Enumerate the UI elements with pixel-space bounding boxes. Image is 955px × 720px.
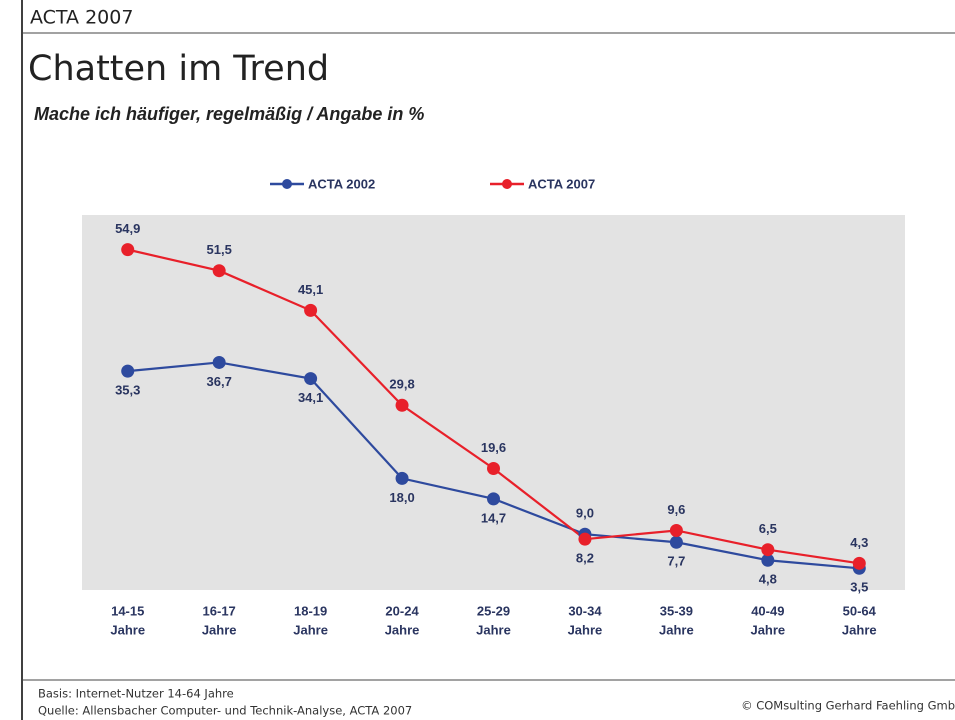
x-tick-label: Jahre: [568, 622, 603, 637]
data-label: 54,9: [115, 221, 140, 236]
y-tick-label: 40,0: [53, 336, 74, 348]
x-tick-label: Jahre: [842, 622, 877, 637]
note: Quelle: Allensbacher Computer- und Techn…: [38, 704, 412, 718]
x-tick-label: 18-19: [294, 603, 327, 618]
data-point: [578, 532, 592, 546]
legend-label: ACTA 2007: [528, 176, 595, 191]
data-point: [852, 556, 866, 570]
data-point: [487, 461, 500, 475]
note: Basis: Internet-Nutzer 14-64 Jahre: [38, 687, 234, 701]
subtitle: Mache ich häufiger, regelmäßig / Angabe …: [34, 104, 424, 124]
data-label: 51,5: [207, 242, 232, 257]
data-label: 34,1: [298, 390, 323, 405]
legend-marker: [502, 179, 512, 189]
y-tick-label: 50,0: [53, 274, 74, 286]
legend-item: ACTA 2007: [490, 176, 595, 191]
data-point: [669, 523, 683, 537]
y-tick-label: 0,0: [59, 584, 74, 596]
x-tick-label: Jahre: [385, 622, 420, 637]
data-label: 9,0: [576, 506, 594, 521]
y-tick-label: 20,0: [53, 460, 74, 472]
x-tick-label: Jahre: [476, 622, 511, 637]
data-point: [212, 355, 226, 369]
data-point: [212, 264, 226, 278]
x-tick-label: Jahre: [293, 622, 328, 637]
legend-marker: [282, 179, 292, 189]
chart-title: Chatten im Trend: [28, 49, 329, 89]
x-tick-label: 14-15: [111, 603, 144, 618]
data-point: [304, 303, 318, 317]
x-tick-label: 50-64: [843, 603, 877, 618]
copyright: © COMsulting Gerhard Faehling Gmb: [741, 699, 955, 713]
data-label: 8,2: [576, 551, 594, 566]
y-tick-label: 60,0: [53, 212, 74, 224]
data-label: 35,3: [115, 383, 140, 398]
data-point: [761, 553, 775, 567]
data-point: [121, 243, 135, 257]
x-tick-label: 35-39: [660, 603, 693, 618]
x-tick-label: Jahre: [659, 622, 694, 637]
x-tick-label: Jahre: [750, 622, 785, 637]
data-label: 6,5: [759, 521, 777, 536]
data-label: 9,6: [667, 502, 685, 517]
y-tick-label: 30,0: [53, 398, 74, 410]
x-tick-label: 25-29: [477, 603, 510, 618]
plot-area: [82, 215, 905, 590]
data-label: 36,7: [207, 374, 232, 389]
data-point: [395, 471, 409, 485]
legend-item: ACTA 2002: [270, 176, 375, 191]
data-label: 18,0: [389, 490, 414, 505]
y-tick-label: 10,0: [53, 522, 74, 534]
x-tick-label: Jahre: [202, 622, 237, 637]
data-point: [761, 543, 775, 557]
data-label: 4,3: [850, 535, 868, 550]
data-label: 4,8: [759, 572, 777, 587]
data-point: [395, 398, 409, 412]
data-point: [121, 364, 135, 378]
legend-label: ACTA 2002: [308, 176, 375, 191]
x-tick-label: 40-49: [751, 603, 784, 618]
data-label: 45,1: [298, 282, 323, 297]
data-label: 3,5: [850, 580, 868, 595]
data-point: [304, 372, 318, 386]
x-tick-label: 20-24: [385, 603, 419, 618]
data-point: [487, 492, 500, 506]
x-tick-label: Jahre: [110, 622, 145, 637]
x-tick-label: 16-17: [203, 603, 236, 618]
data-label: 29,8: [389, 377, 414, 392]
data-label: 19,6: [481, 440, 506, 455]
data-label: 14,7: [481, 510, 506, 525]
data-label: 7,7: [667, 554, 685, 569]
x-tick-label: 30-34: [568, 603, 602, 618]
header: ACTA 2007: [30, 7, 133, 29]
data-point: [669, 535, 683, 549]
